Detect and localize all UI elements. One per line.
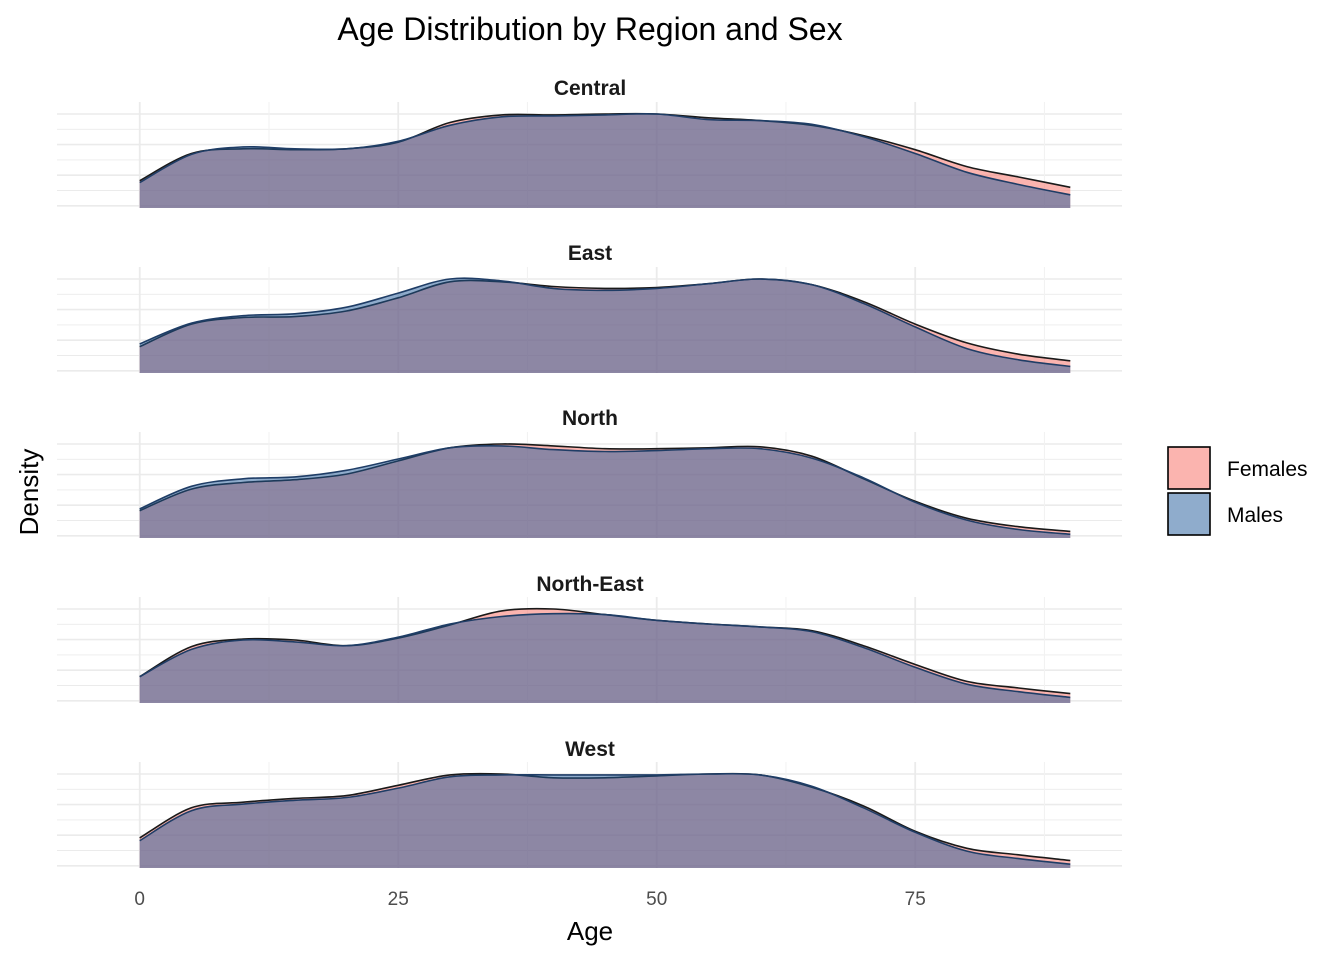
legend-label-females: Females [1227,458,1308,481]
legend-key-males [1167,492,1211,536]
x-tick-label: 50 [646,889,667,910]
strip-label: West [565,738,615,761]
x-axis-title: Age [567,916,613,946]
density-line-males [139,772,1071,865]
panel-west: West [57,738,1122,868]
density-line-males [139,112,1071,196]
y-axis-title: Density [14,449,44,536]
facet-panels: Central East North North-East West [57,77,1122,868]
x-tick-label: 75 [905,889,926,910]
x-tick-label: 25 [388,889,409,910]
panel-central: Central [57,77,1122,208]
panel-north-east: North-East [57,573,1122,703]
density-line-males [139,277,1071,368]
density-area-males [139,613,1071,703]
chart-title: Age Distribution by Region and Sex [337,11,842,47]
legend-key-females [1167,446,1211,490]
density-area-males [139,113,1071,208]
density-area-males [139,773,1071,868]
strip-label: Central [554,77,626,100]
density-line-males [139,612,1071,699]
panel-east: East [57,242,1122,373]
density-area-males [139,278,1071,373]
density-area-males [139,445,1071,538]
legend: Females Males [1167,446,1308,536]
x-axis-ticks: 0 25 50 75 [134,889,925,910]
strip-label: North-East [536,573,643,596]
x-tick-label: 0 [134,889,145,910]
strip-label: East [568,242,612,265]
density-line-males [139,444,1071,535]
legend-label-males: Males [1227,504,1283,527]
panel-north: North [57,407,1122,538]
strip-label: North [562,407,618,430]
